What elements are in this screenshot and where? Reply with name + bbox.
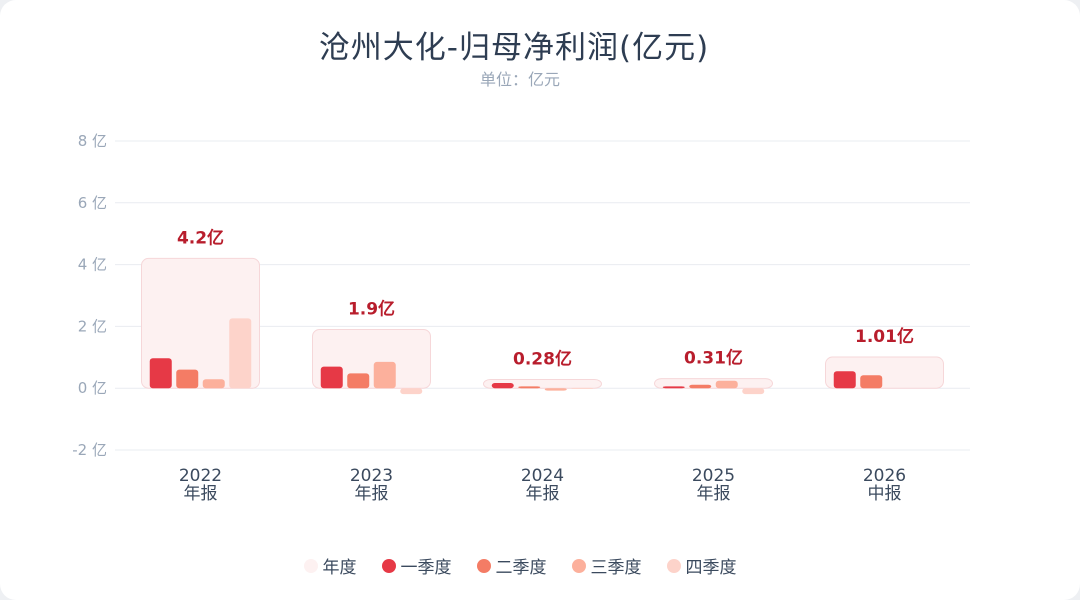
bar-q3 (202, 379, 225, 389)
y-tick-label: 4 亿 (78, 256, 107, 274)
bar-q3 (373, 361, 396, 389)
x-category-period: 年报 (184, 484, 218, 504)
legend-swatch (303, 558, 318, 573)
total-value-label: 0.28亿 (513, 349, 572, 370)
chart-subtitle: 单位：亿元 (479, 70, 560, 89)
bar-q2 (518, 386, 541, 389)
bar-q4 (571, 387, 594, 389)
bar-q4 (742, 388, 765, 395)
y-tick-label: 6 亿 (78, 194, 107, 212)
legend-label: 三季度 (590, 558, 642, 578)
x-category-period: 年报 (355, 484, 389, 504)
x-category-period: 年报 (526, 484, 560, 504)
legend-label: 一季度 (400, 558, 452, 578)
total-value-label: 1.01亿 (855, 326, 914, 347)
bar-q1 (833, 371, 856, 389)
x-category-year: 2025 (692, 466, 735, 486)
y-tick-label: 8 亿 (78, 132, 107, 150)
year-total-bar (654, 378, 773, 389)
x-category-period: 中报 (868, 484, 902, 504)
chart-title: 沧州大化-归母净利润(亿元) (318, 30, 710, 66)
legend-swatch (381, 558, 396, 573)
legend-swatch (666, 558, 681, 573)
total-value-label: 4.2亿 (177, 227, 224, 248)
x-category-year: 2026 (863, 466, 906, 486)
bar-q4 (229, 318, 252, 389)
bar-q3 (544, 388, 567, 391)
bar-q1 (320, 366, 343, 389)
legend-item-year[interactable]: 年度 (303, 553, 357, 578)
y-tick-label: -2 亿 (72, 441, 107, 459)
bar-chart: -2 亿0 亿2 亿4 亿6 亿8 亿4.2亿2022年报1.9亿2023年报0… (72, 132, 970, 504)
bar-q1 (491, 382, 514, 389)
legend-label: 四季度 (685, 558, 737, 578)
y-tick-label: 0 亿 (78, 379, 107, 397)
x-category-year: 2024 (521, 466, 564, 486)
x-category-year: 2022 (179, 466, 222, 486)
legend-swatch (571, 558, 586, 573)
legend-item-q1[interactable]: 一季度 (381, 553, 452, 578)
legend-item-q3[interactable]: 三季度 (571, 553, 642, 578)
bar-q3 (715, 380, 738, 389)
legend-item-q4[interactable]: 四季度 (666, 553, 737, 578)
legend-swatch (476, 558, 491, 573)
total-value-label: 0.31亿 (684, 348, 743, 369)
x-category-period: 年报 (697, 484, 731, 504)
legend-item-q2[interactable]: 二季度 (476, 553, 547, 578)
bar-q2 (347, 373, 370, 389)
bar-q2 (689, 384, 712, 389)
bar-q1 (149, 358, 172, 389)
legend-label: 二季度 (495, 558, 547, 578)
bar-q1 (662, 386, 685, 389)
x-category-year: 2023 (350, 466, 393, 486)
total-value-label: 1.9亿 (348, 298, 395, 319)
bar-q4 (400, 388, 423, 395)
bar-q2 (860, 375, 883, 389)
legend-label: 年度 (322, 558, 357, 578)
bar-q2 (176, 369, 199, 389)
chart-legend: 年度 一季度 二季度 三季度 四季度 (0, 553, 1040, 578)
y-tick-label: 2 亿 (78, 317, 107, 335)
